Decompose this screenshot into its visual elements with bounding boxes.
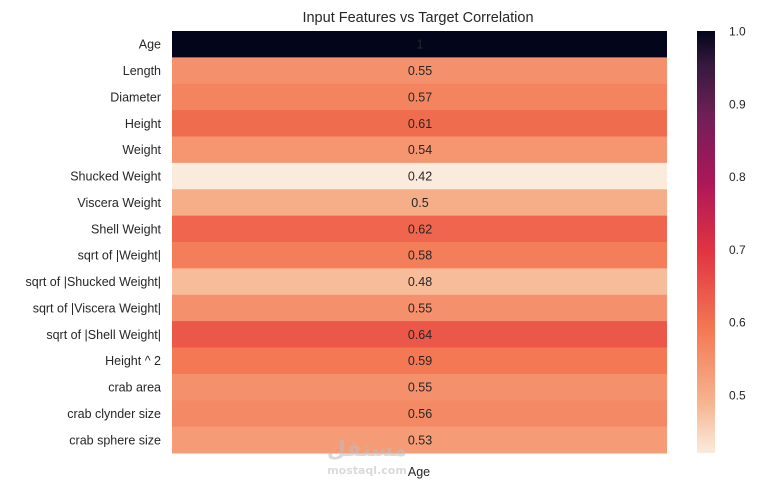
row-label: sqrt of |Viscera Weight| (33, 301, 161, 315)
cell-annotation: 0.53 (408, 433, 432, 447)
x-tick-label-age: Age (408, 465, 430, 479)
heatmap-cell (172, 162, 667, 190)
colorbar-tick-label: 0.8 (729, 170, 746, 184)
heatmap-cell (172, 31, 667, 58)
heatmap-cell (172, 215, 667, 243)
colorbar-tick-label: 0.7 (729, 243, 746, 257)
chart-title: Input Features vs Target Correlation (302, 10, 533, 26)
heatmap-cell (172, 189, 667, 217)
heatmap-cell (172, 426, 667, 454)
watermark-logo: مستقل (327, 437, 407, 462)
row-label: Viscera Weight (77, 196, 161, 210)
cell-annotation: 0.56 (408, 407, 432, 421)
colorbar-tick-label: 1.0 (729, 25, 746, 39)
row-label: Length (123, 64, 161, 78)
cell-annotations: 1 0.55 0.57 0.61 0.54 0.42 0.5 0.62 0.58 0.48 0.55… (408, 38, 432, 448)
cell-annotation: 0.55 (408, 64, 432, 78)
heatmap-cell (172, 83, 667, 111)
colorbar (697, 31, 715, 453)
row-label: sqrt of |Weight| (78, 249, 161, 263)
heatmap-cell (172, 400, 667, 428)
colorbar-tick-label: 0.9 (729, 97, 746, 111)
heatmap-cell (172, 110, 667, 137)
row-label: Shucked Weight (70, 170, 161, 184)
watermark-text: mostaql.com (327, 464, 407, 477)
heatmap-cells (172, 31, 667, 454)
row-label: crab clynder size (67, 407, 161, 421)
cell-annotation: 0.64 (408, 328, 432, 342)
cell-annotation: 0.55 (408, 301, 432, 315)
colorbar-tick-label: 0.5 (729, 388, 746, 402)
cell-annotation: 0.54 (408, 143, 432, 157)
heatmap-cell (172, 321, 667, 348)
heatmap-cell (172, 136, 667, 164)
colorbar-tick-label: 0.6 (729, 316, 746, 330)
row-label: Age (139, 38, 161, 52)
row-labels: Age Length Diameter Height Weight Shucked Wei… (26, 38, 162, 448)
row-label: sqrt of |Shell Weight| (46, 328, 161, 342)
heatmap-cell (172, 294, 667, 322)
watermark: مستقل mostaql.com (327, 437, 407, 477)
cell-annotation: 0.42 (408, 170, 432, 184)
row-label: Shell Weight (91, 222, 161, 236)
cell-annotation: 1 (417, 38, 424, 52)
cell-annotation: 0.58 (408, 249, 432, 263)
row-label: crab area (108, 381, 161, 395)
cell-annotation: 0.57 (408, 90, 432, 104)
row-label: Height (125, 117, 162, 131)
colorbar-ticks: 0.5 0.6 0.7 0.8 0.9 1.0 (729, 25, 746, 403)
heatmap-cell (172, 242, 667, 269)
row-label: Weight (122, 143, 161, 157)
heatmap-cell (172, 268, 667, 296)
heatmap-cell (172, 347, 667, 375)
cell-annotation: 0.5 (411, 196, 428, 210)
row-label: sqrt of |Shucked Weight| (26, 275, 162, 289)
row-label: Height ^ 2 (105, 354, 161, 368)
cell-annotation: 0.62 (408, 222, 432, 236)
cell-annotation: 0.55 (408, 381, 432, 395)
heatmap-cell (172, 57, 667, 85)
cell-annotation: 0.61 (408, 117, 432, 131)
cell-annotation: 0.59 (408, 354, 432, 368)
cell-annotation: 0.48 (408, 275, 432, 289)
row-label: Diameter (110, 90, 161, 104)
row-label: crab sphere size (69, 433, 161, 447)
heatmap-cell (172, 373, 667, 401)
